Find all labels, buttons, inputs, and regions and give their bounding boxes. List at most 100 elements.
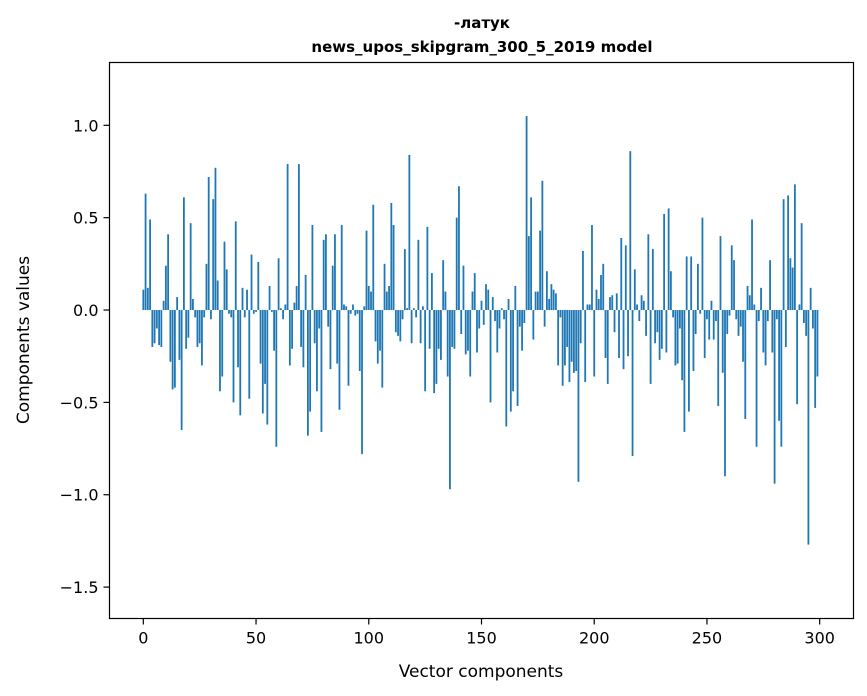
bar xyxy=(277,258,280,311)
bar xyxy=(645,310,647,336)
bar xyxy=(593,310,596,377)
bar xyxy=(525,116,528,311)
bar xyxy=(255,310,257,312)
bar xyxy=(636,304,638,311)
bar xyxy=(144,193,147,311)
bar xyxy=(507,298,510,311)
bar xyxy=(415,310,418,318)
bar xyxy=(724,310,726,477)
bar xyxy=(579,310,582,344)
bar xyxy=(778,310,780,421)
bar xyxy=(728,310,731,316)
bar xyxy=(230,310,233,318)
bar xyxy=(243,310,246,318)
bar xyxy=(428,310,431,349)
bar xyxy=(151,310,154,347)
bar xyxy=(485,284,487,311)
bar xyxy=(500,308,503,311)
bar xyxy=(449,310,451,490)
bar xyxy=(534,291,537,311)
bar xyxy=(266,310,269,425)
bar xyxy=(248,310,251,399)
bar xyxy=(505,310,508,427)
bar xyxy=(426,226,429,311)
bar xyxy=(207,177,210,311)
bar xyxy=(491,297,494,311)
bar xyxy=(444,291,447,311)
bar xyxy=(803,310,805,323)
bar xyxy=(611,295,614,311)
bar xyxy=(482,310,485,325)
bar xyxy=(523,310,526,323)
chart-title: -латук xyxy=(454,14,510,32)
bar xyxy=(322,239,325,311)
bar xyxy=(760,287,762,311)
bar xyxy=(261,310,264,414)
bar xyxy=(771,310,774,353)
bar xyxy=(149,219,151,311)
bar xyxy=(167,234,170,311)
bar xyxy=(647,234,650,311)
bar xyxy=(624,245,627,311)
bar xyxy=(710,300,713,311)
bar xyxy=(615,293,618,311)
bar xyxy=(721,310,724,373)
bar xyxy=(690,256,693,311)
bar xyxy=(302,310,305,368)
bar xyxy=(762,310,765,353)
bar xyxy=(816,310,819,377)
bar xyxy=(446,310,449,377)
bar xyxy=(223,241,226,311)
bar xyxy=(293,302,296,311)
bar xyxy=(629,151,632,311)
bar xyxy=(394,310,397,333)
bar xyxy=(812,310,814,329)
bar xyxy=(552,289,555,311)
bar xyxy=(349,310,352,314)
bar xyxy=(205,263,208,311)
bar xyxy=(383,263,386,311)
bar xyxy=(336,310,339,364)
x-tick-label: 250 xyxy=(692,629,723,648)
bar xyxy=(216,280,219,311)
bar xyxy=(613,310,616,333)
bar xyxy=(316,310,318,392)
bar xyxy=(162,300,165,311)
bar xyxy=(372,204,375,311)
bar xyxy=(638,310,641,322)
bar xyxy=(577,310,580,482)
bar xyxy=(796,310,799,405)
bar xyxy=(451,310,454,347)
bar xyxy=(279,308,282,311)
bar xyxy=(225,269,228,311)
chart-subtitle: news_upos_skipgram_300_5_2019 model xyxy=(311,38,652,56)
bar xyxy=(354,310,357,316)
bar xyxy=(273,310,275,351)
bar xyxy=(550,284,553,311)
bar xyxy=(539,230,542,311)
bar xyxy=(370,291,372,311)
bar xyxy=(250,254,253,311)
bar xyxy=(169,310,172,362)
bar xyxy=(775,310,778,320)
bar xyxy=(307,310,309,436)
bar xyxy=(421,306,424,311)
bar xyxy=(345,306,348,311)
bar xyxy=(155,310,158,329)
bar xyxy=(419,310,422,344)
bar xyxy=(392,225,395,311)
bar xyxy=(703,310,706,359)
bar xyxy=(769,260,771,311)
bar xyxy=(440,310,442,360)
bar xyxy=(374,310,377,342)
bar xyxy=(566,310,569,347)
bar xyxy=(367,286,370,311)
bar xyxy=(665,310,668,353)
bar xyxy=(751,219,753,311)
bar xyxy=(257,262,260,311)
bar xyxy=(701,217,704,311)
bar xyxy=(237,310,239,368)
y-axis-label: Components values xyxy=(14,256,34,424)
bar xyxy=(532,310,535,340)
bar xyxy=(719,236,722,311)
